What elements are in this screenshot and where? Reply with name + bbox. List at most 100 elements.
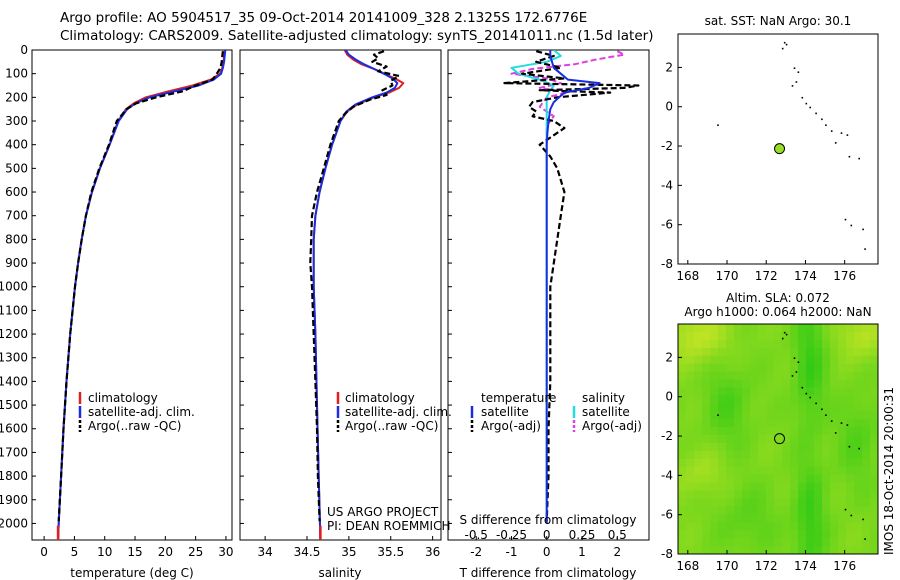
sla-cell [806, 363, 815, 373]
coast-speck [821, 408, 823, 411]
sla-cell [710, 498, 719, 508]
sla-cell [814, 466, 823, 476]
sla-cell [798, 379, 807, 389]
sla-cell [830, 474, 839, 484]
coast-speck [793, 357, 796, 359]
sla-cell [806, 371, 815, 381]
sla-cell [774, 379, 783, 389]
sla-cell [814, 403, 823, 412]
x-tick-label: 0 [40, 545, 48, 559]
lon-tick-label: 168 [676, 269, 699, 283]
sla-cell [758, 427, 767, 436]
sla-cell [846, 458, 855, 468]
sla-cell [838, 379, 847, 389]
sla-cell [830, 339, 839, 349]
sla-cell [718, 339, 727, 349]
sla-cell [686, 387, 695, 396]
sla-cell [678, 538, 687, 547]
sla-cell [870, 324, 878, 333]
sla-cell [766, 347, 775, 357]
coast-speck [783, 41, 786, 44]
sla-cell [710, 339, 719, 349]
sla-cell [734, 522, 743, 531]
sla-cell [782, 347, 791, 357]
coast-speck [809, 396, 811, 399]
sla-cell [782, 419, 791, 428]
sla-cell [734, 466, 743, 476]
lon-tick-label: 172 [755, 559, 778, 573]
sla-cell [782, 490, 791, 500]
sla-cell [774, 395, 783, 404]
sla-map-frame [677, 323, 879, 555]
sla-cell [726, 530, 735, 539]
sla-cell [742, 538, 751, 547]
t-difference-ticks: -2 -1 0 1 2 [470, 536, 621, 559]
sla-cell [758, 514, 767, 523]
sla-cell [854, 498, 863, 508]
sla-cell [742, 450, 751, 460]
coast-speck [791, 85, 794, 87]
sla-cell [790, 403, 799, 412]
sla-cell [758, 363, 767, 373]
sla-cell [694, 450, 703, 460]
sla-cell [870, 363, 878, 373]
lat-tick-label: -8 [661, 257, 673, 271]
sla-cell [694, 546, 703, 554]
sla-map-subtitle: Argo h1000: 0.064 h2000: NaN [684, 305, 871, 319]
sla-cell [774, 363, 783, 373]
sla-cell [694, 324, 703, 333]
series-line-satellite-adj-clim- [312, 50, 399, 540]
sla-cell [806, 466, 815, 476]
x-tick-label: 34.5 [294, 545, 321, 559]
sla-cell [798, 427, 807, 436]
sla-cell [726, 474, 735, 484]
sla-cell [702, 506, 711, 515]
sla-cell [710, 435, 719, 444]
sla-cell [766, 435, 775, 444]
sla-cell [758, 474, 767, 484]
sla-cell [678, 498, 687, 508]
sla-cell [838, 363, 847, 373]
sla-cell [806, 419, 815, 428]
sla-cell [862, 458, 871, 468]
sla-cell [774, 403, 783, 412]
sla-cell [702, 490, 711, 500]
sla-cell [726, 339, 735, 349]
sla-cell [846, 435, 855, 444]
sla-cell [710, 387, 719, 396]
sla-map-title: Altim. SLA: 0.072 [726, 291, 830, 305]
sla-cell [862, 363, 871, 373]
sla-cell [846, 522, 855, 531]
sla-cell [734, 355, 743, 365]
sla-cell [774, 514, 783, 523]
sla-cell [854, 522, 863, 531]
sla-cell [854, 538, 863, 547]
sla-cell [862, 371, 871, 381]
sla-cell [782, 379, 791, 389]
sla-cell [838, 339, 847, 349]
sla-cell [742, 458, 751, 468]
lon-tick-label: 168 [676, 559, 699, 573]
sla-cell [678, 442, 687, 452]
coast-speck [795, 81, 798, 83]
sla-cell [814, 419, 823, 428]
sla-cell [822, 355, 831, 365]
sla-cell [726, 490, 735, 500]
salinity-lines [309, 50, 405, 540]
sla-cell [734, 530, 743, 539]
sla-cell [694, 538, 703, 547]
salinity-ticks: 34 34.5 35 35.5 36 [257, 536, 440, 559]
sla-cell [838, 530, 847, 539]
sla-cell [822, 466, 831, 476]
sla-cell [830, 403, 839, 412]
sla-cell [766, 530, 775, 539]
sla-cell [806, 474, 815, 484]
sla-cell [734, 419, 743, 428]
sla-heatmap [678, 324, 878, 554]
sla-cell [790, 363, 799, 373]
difference-plot-frame [447, 49, 650, 541]
sla-cell [766, 458, 775, 468]
series-line-satellite-adj-clim- [57, 50, 227, 540]
sla-cell [686, 331, 695, 341]
sla-cell [774, 546, 783, 554]
